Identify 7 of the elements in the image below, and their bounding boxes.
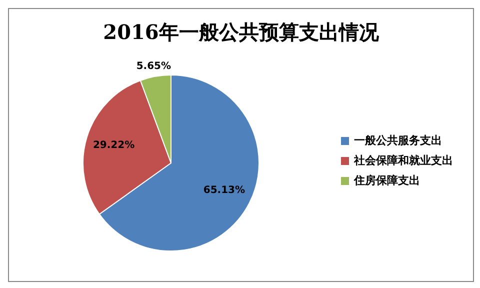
data-label: 29.22% [92,140,135,151]
legend-label: 住房保障支出 [354,173,420,189]
legend-label: 一般公共服务支出 [354,133,442,149]
data-label: 5.65% [136,61,172,72]
data-label: 65.13% [203,184,246,196]
legend-label: 社会保障和就业支出 [354,153,453,169]
chart-title: 2016年一般公共预算支出情况 [102,19,380,46]
